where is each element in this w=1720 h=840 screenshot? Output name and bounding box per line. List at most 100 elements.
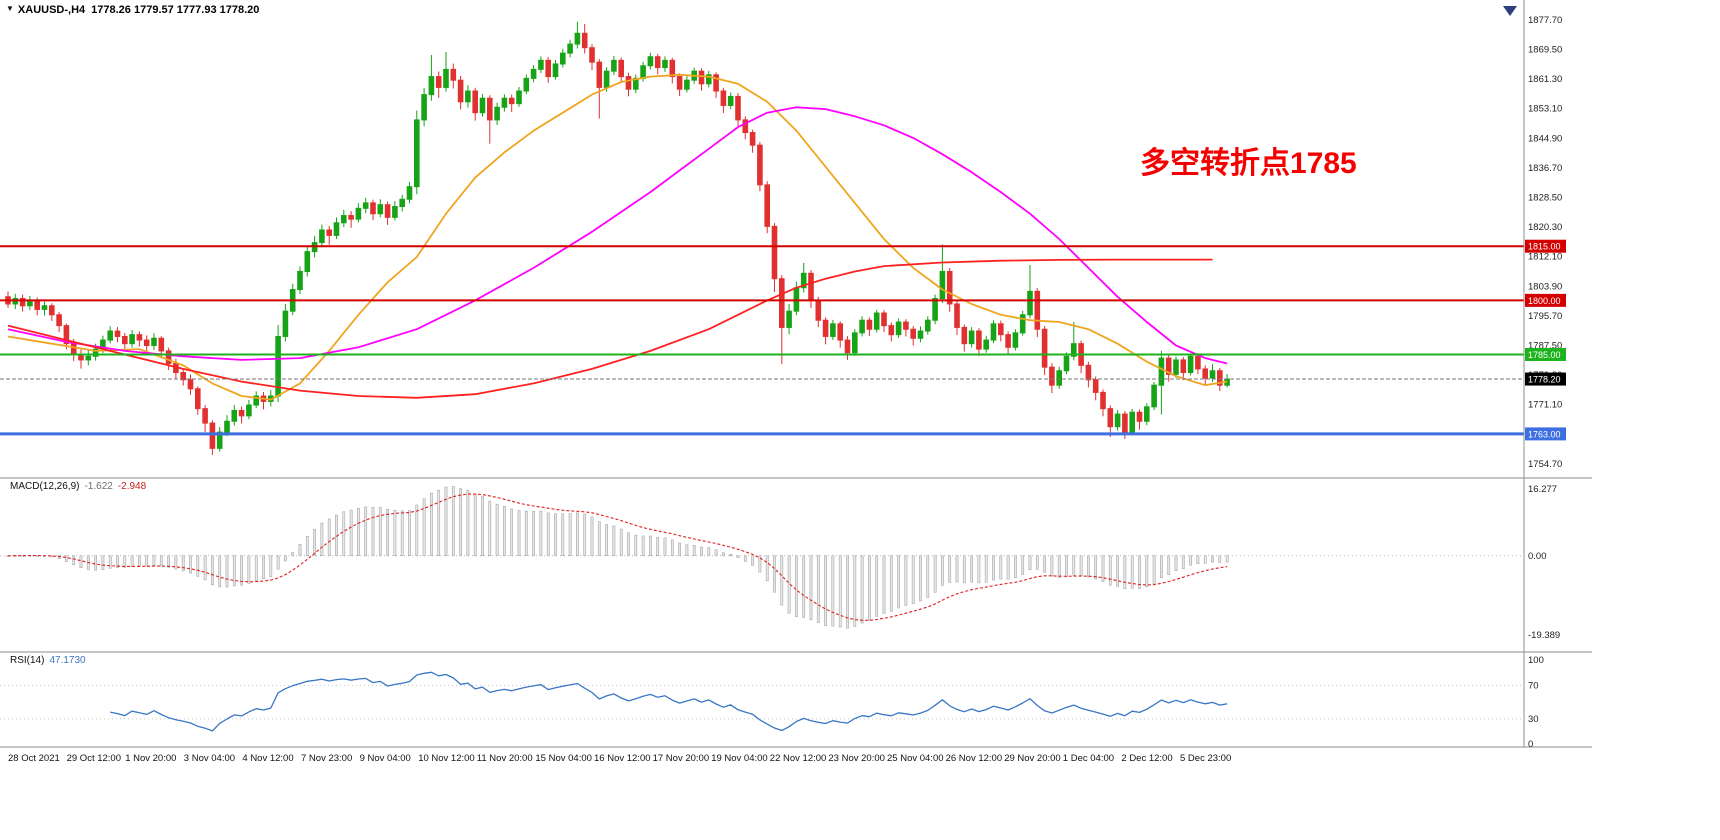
rsi-indicator-label: RSI(14) 47.1730 bbox=[10, 655, 86, 666]
price-tick-label: 1795.70 bbox=[1528, 311, 1562, 322]
candle-body bbox=[224, 420, 230, 433]
candle-body bbox=[1217, 370, 1223, 386]
time-axis-label: 9 Nov 04:00 bbox=[360, 753, 411, 764]
candle-body bbox=[355, 207, 362, 220]
macd-main-value: -1.622 bbox=[84, 481, 113, 492]
svg-text:1778.20: 1778.20 bbox=[1528, 375, 1561, 385]
candle-body bbox=[822, 319, 829, 337]
candle-body bbox=[596, 61, 603, 88]
candle-body bbox=[297, 270, 303, 291]
candle-body bbox=[757, 144, 763, 186]
candle-body bbox=[939, 270, 946, 300]
candle-body bbox=[830, 323, 836, 337]
candle-body bbox=[370, 202, 376, 215]
chart-shift-marker[interactable] bbox=[1503, 6, 1517, 16]
candle-body bbox=[640, 65, 646, 79]
svg-text:1785.00: 1785.00 bbox=[1528, 350, 1561, 360]
candle-body bbox=[465, 90, 471, 103]
candle-body bbox=[151, 337, 157, 346]
time-axis-label: 11 Nov 20:00 bbox=[477, 753, 533, 764]
candle-body bbox=[1027, 290, 1033, 316]
candle-body bbox=[472, 90, 478, 114]
candle-body bbox=[180, 372, 186, 381]
candle-body bbox=[633, 77, 639, 90]
candle-body bbox=[231, 409, 238, 422]
time-axis-label: 4 Nov 12:00 bbox=[242, 753, 293, 764]
time-axis-label: 7 Nov 23:00 bbox=[301, 753, 352, 764]
candle-body bbox=[246, 404, 252, 417]
candle-body bbox=[136, 334, 143, 341]
candle-body bbox=[253, 395, 259, 406]
candle-body bbox=[377, 204, 384, 215]
candle-body bbox=[333, 222, 340, 236]
ma-mid-line bbox=[7, 106, 1228, 365]
price-tag: 1800.00 bbox=[1525, 293, 1566, 307]
candle-body bbox=[1085, 364, 1092, 381]
candle-body bbox=[1063, 355, 1070, 372]
candle-body bbox=[625, 76, 632, 90]
candle-body bbox=[800, 272, 807, 289]
candle-body bbox=[129, 334, 135, 345]
candle-body bbox=[1158, 357, 1165, 386]
price-tick-label: 1820.30 bbox=[1528, 222, 1562, 233]
candle-body bbox=[946, 270, 953, 305]
rsi-line bbox=[110, 671, 1228, 732]
candle-body bbox=[647, 56, 654, 67]
macd-axis-label: 16.277 bbox=[1528, 484, 1557, 495]
candle-body bbox=[1202, 368, 1209, 379]
price-tick-label: 1771.10 bbox=[1528, 400, 1562, 411]
price-tick-label: 1803.90 bbox=[1528, 281, 1562, 292]
annotation-text: 多空转折点1785 bbox=[1140, 147, 1357, 180]
candle-body bbox=[487, 97, 493, 121]
candle-body bbox=[1114, 413, 1121, 428]
price-tag: 1778.20 bbox=[1525, 372, 1566, 386]
candle-body bbox=[114, 330, 121, 337]
candle-body bbox=[70, 343, 77, 355]
candle-body bbox=[815, 299, 822, 321]
candle-body bbox=[216, 431, 223, 449]
price-tick-label: 1754.70 bbox=[1528, 459, 1562, 470]
candle-body bbox=[881, 312, 887, 327]
candle-body bbox=[983, 339, 990, 350]
candle-body bbox=[581, 32, 588, 49]
candle-body bbox=[56, 314, 62, 327]
candle-body bbox=[85, 355, 92, 361]
macd-indicator-label: MACD(12,26,9) -1.622 -2.948 bbox=[10, 481, 146, 492]
candle-body bbox=[516, 90, 522, 105]
candle-body bbox=[1049, 366, 1055, 386]
rsi-axis-label: 30 bbox=[1528, 714, 1539, 725]
candle-body bbox=[808, 272, 814, 301]
price-tick-label: 1877.70 bbox=[1528, 15, 1562, 26]
candle-body bbox=[1144, 406, 1150, 422]
candle-body bbox=[786, 310, 792, 328]
candle-body bbox=[508, 97, 515, 105]
candle-body bbox=[837, 323, 844, 341]
candle-body bbox=[1041, 328, 1048, 368]
time-axis-label: 16 Nov 12:00 bbox=[594, 753, 651, 764]
candle-body bbox=[903, 321, 909, 330]
candle-body bbox=[392, 206, 398, 218]
candle-body bbox=[63, 325, 70, 345]
candle-body bbox=[1100, 391, 1106, 410]
candle-body bbox=[727, 95, 734, 106]
candle-body bbox=[1151, 384, 1157, 408]
candle-body bbox=[538, 59, 544, 70]
candle-body bbox=[925, 319, 931, 332]
candle-body bbox=[19, 298, 26, 307]
candle-body bbox=[859, 319, 865, 334]
candle-body bbox=[41, 305, 48, 310]
candle-body bbox=[421, 94, 427, 121]
candle-body bbox=[384, 204, 391, 218]
candle-body bbox=[530, 68, 537, 79]
collapse-ohlc-icon[interactable]: ▼ bbox=[6, 4, 14, 13]
candle-body bbox=[1012, 332, 1019, 348]
candle-body bbox=[998, 323, 1004, 336]
candle-body bbox=[304, 251, 311, 272]
candle-body bbox=[238, 409, 245, 417]
candle-body bbox=[552, 63, 559, 78]
rsi-axis-label: 70 bbox=[1528, 680, 1539, 691]
candle-body bbox=[92, 348, 99, 357]
candle-body bbox=[1019, 314, 1026, 334]
